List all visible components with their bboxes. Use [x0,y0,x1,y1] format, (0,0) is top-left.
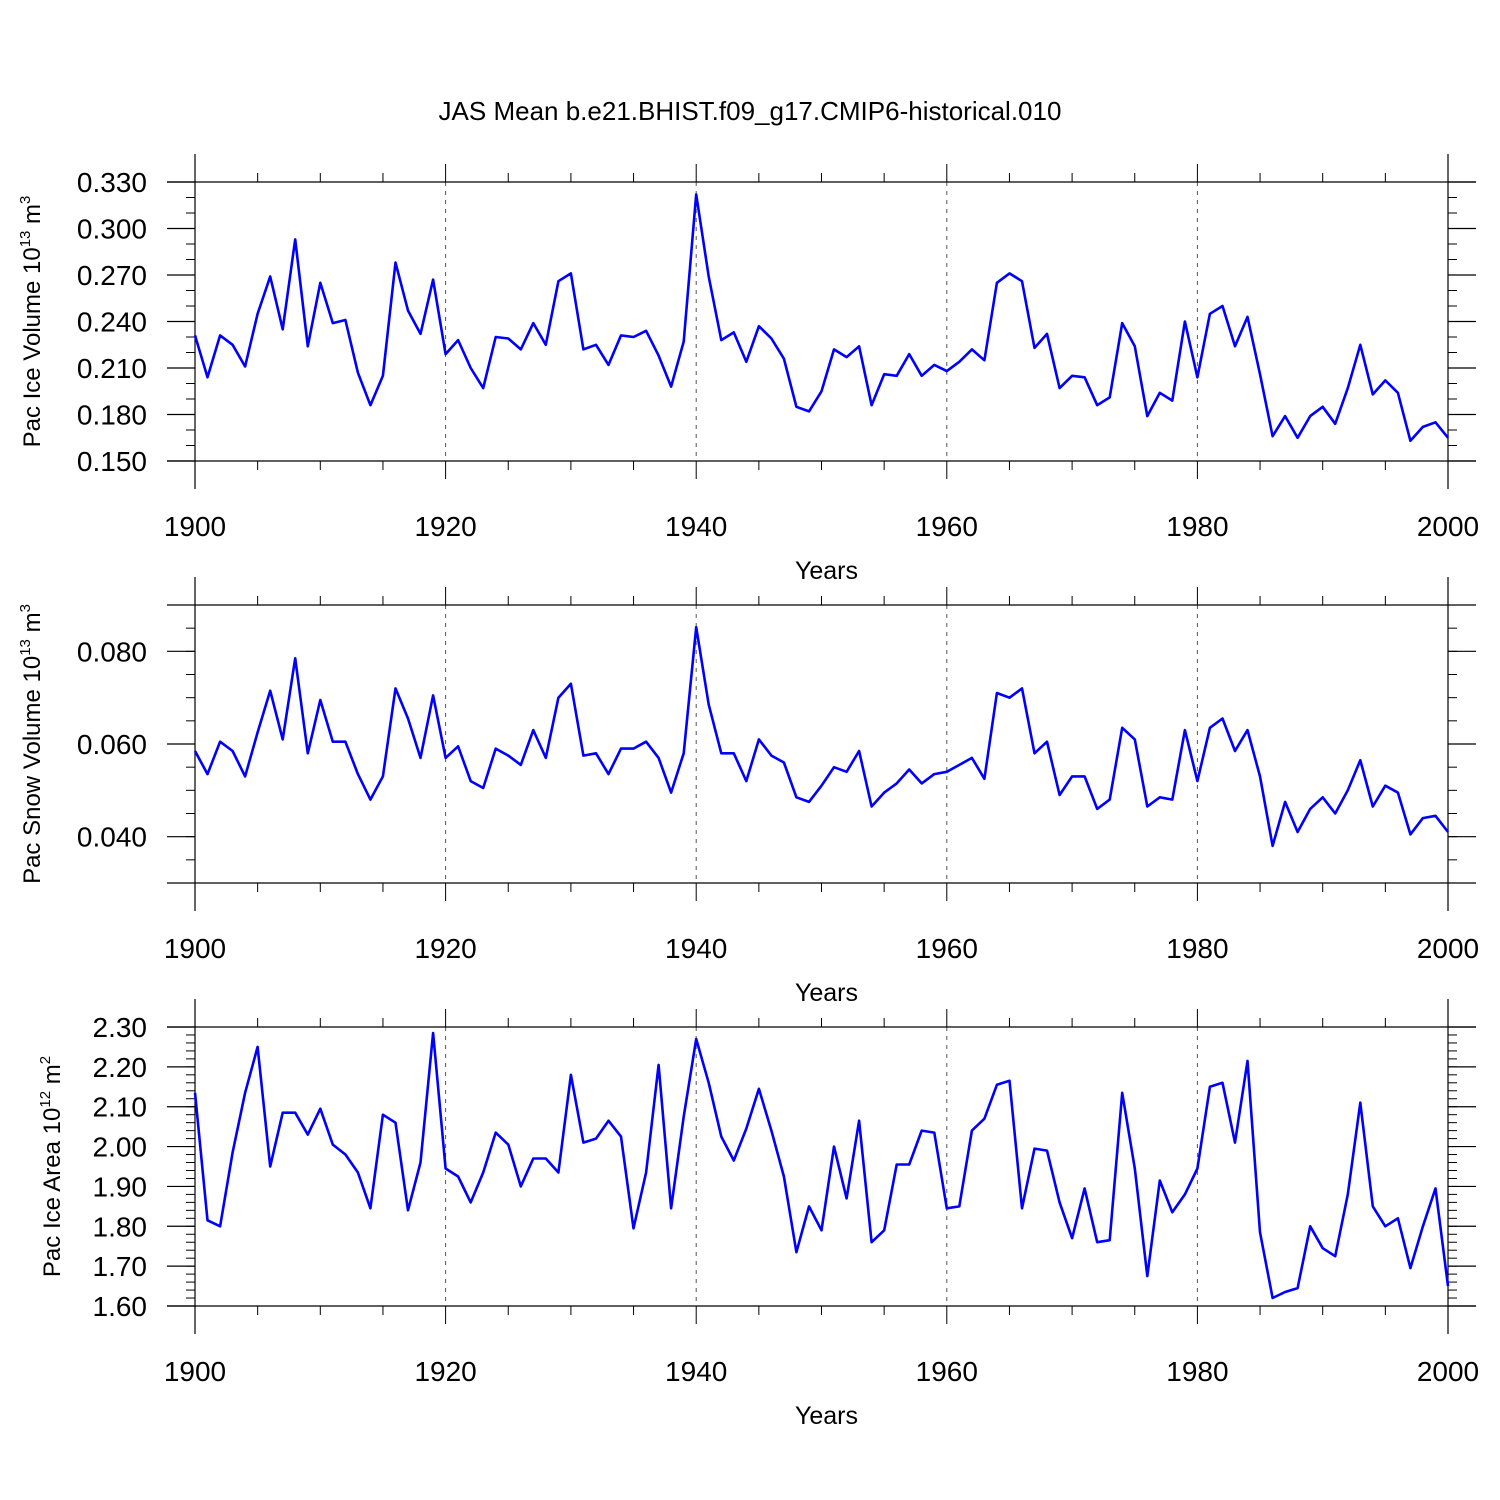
y-tick-label: 0.150 [77,446,147,477]
x-tick-label: 1960 [916,1356,978,1387]
y-axis-label: Pac Snow Volume 1013 m3 [17,604,46,884]
panel-snow-volume: 0.040 0.060 0.080 1900 1920 1940 1960 1980 2000 Y… [17,577,1479,1007]
y-tick-label: 2.10 [93,1092,148,1123]
x-tick-label: 1920 [414,1356,476,1387]
x-axis-label: Years [795,557,858,585]
x-tick-label: 1980 [1166,933,1228,964]
y-tick-label: 0.040 [77,822,147,853]
x-tick-label: 1900 [164,933,226,964]
x-axis-label: Years [795,1402,858,1430]
x-tick-label: 1940 [665,511,727,542]
x-tick-label: 2000 [1417,1356,1479,1387]
series-line-snow-volume [193,625,1450,848]
x-tick-label: 1940 [665,1356,727,1387]
y-tick-label: 0.060 [77,729,147,760]
y-axis-label: Pac Ice Area 1012 m2 [37,1056,66,1277]
x-tick-label: 1920 [414,933,476,964]
x-tick-label: 1960 [916,933,978,964]
y-tick-label: 0.300 [77,214,147,245]
y-tick-label: 1.60 [93,1291,148,1322]
x-tick-label: 1980 [1166,511,1228,542]
y-tick-label: 2.30 [93,1012,148,1043]
x-tick-label: 2000 [1417,933,1479,964]
y-tick-label: 0.240 [77,307,147,338]
chart-title: JAS Mean b.e21.BHIST.f09_g17.CMIP6-histo… [439,96,1062,126]
y-tick-label: 1.70 [93,1251,148,1282]
x-tick-label: 1920 [414,511,476,542]
y-tick-label: 2.20 [93,1052,148,1083]
x-tick-label: 1940 [665,933,727,964]
x-tick-label: 1980 [1166,1356,1228,1387]
y-axis-label: Pac Ice Volume 1013 m3 [17,196,46,448]
panel-ice-area: 1.60 1.70 1.80 1.90 2.00 2.10 2.20 2.30 1900 1920… [37,999,1479,1430]
y-tick-label: 0.210 [77,353,147,384]
y-tick-label: 0.270 [77,260,147,291]
y-tick-label: 2.00 [93,1132,148,1163]
x-tick-label: 1900 [164,1356,226,1387]
x-tick-label: 1900 [164,511,226,542]
series-line-ice-area [193,1031,1450,1300]
panel-ice-volume: 0.150 0.180 0.210 0.240 0.270 0.300 0.330 1900 1… [17,154,1479,585]
y-tick-label: 0.080 [77,636,147,667]
x-tick-label: 2000 [1417,511,1479,542]
y-tick-label: 0.180 [77,400,147,431]
x-tick-label: 1960 [916,511,978,542]
y-tick-label: 0.330 [77,167,147,198]
x-axis-label: Years [795,979,858,1007]
y-tick-label: 1.80 [93,1211,148,1242]
y-tick-label: 1.90 [93,1171,148,1202]
series-line-ice-volume [193,193,1450,443]
